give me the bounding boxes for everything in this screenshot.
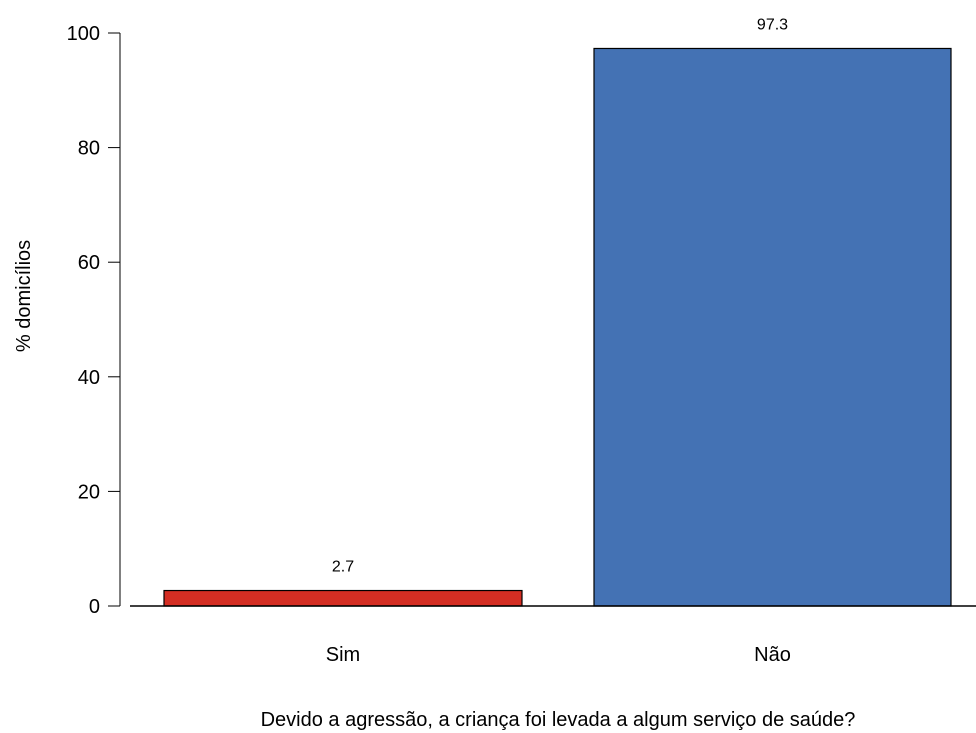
data-label-não: 97.3 <box>757 16 788 33</box>
y-axis-title: % domicílios <box>13 240 35 352</box>
data-label-sim: 2.7 <box>332 559 354 576</box>
y-tick-label-4: 80 <box>78 138 100 160</box>
y-tick-label-0: 0 <box>89 596 100 618</box>
bars <box>163 47 952 607</box>
y-tick-label-5: 100 <box>67 23 100 45</box>
x-axis-title: Devido a agressão, a criança foi levada … <box>261 709 856 731</box>
bar-não <box>593 47 952 607</box>
x-category-label-não: Não <box>754 644 791 666</box>
y-tick-label-2: 40 <box>78 367 100 389</box>
y-axis: 0 20 40 60 80 100 <box>67 23 121 618</box>
x-axis: Sim Não <box>130 605 976 666</box>
y-tick-label-3: 60 <box>78 252 100 274</box>
x-category-label-sim: Sim <box>326 644 360 666</box>
bar-sim <box>163 589 523 607</box>
y-tick-label-1: 20 <box>78 481 100 503</box>
data-labels: 2.7 97.3 <box>332 16 788 575</box>
